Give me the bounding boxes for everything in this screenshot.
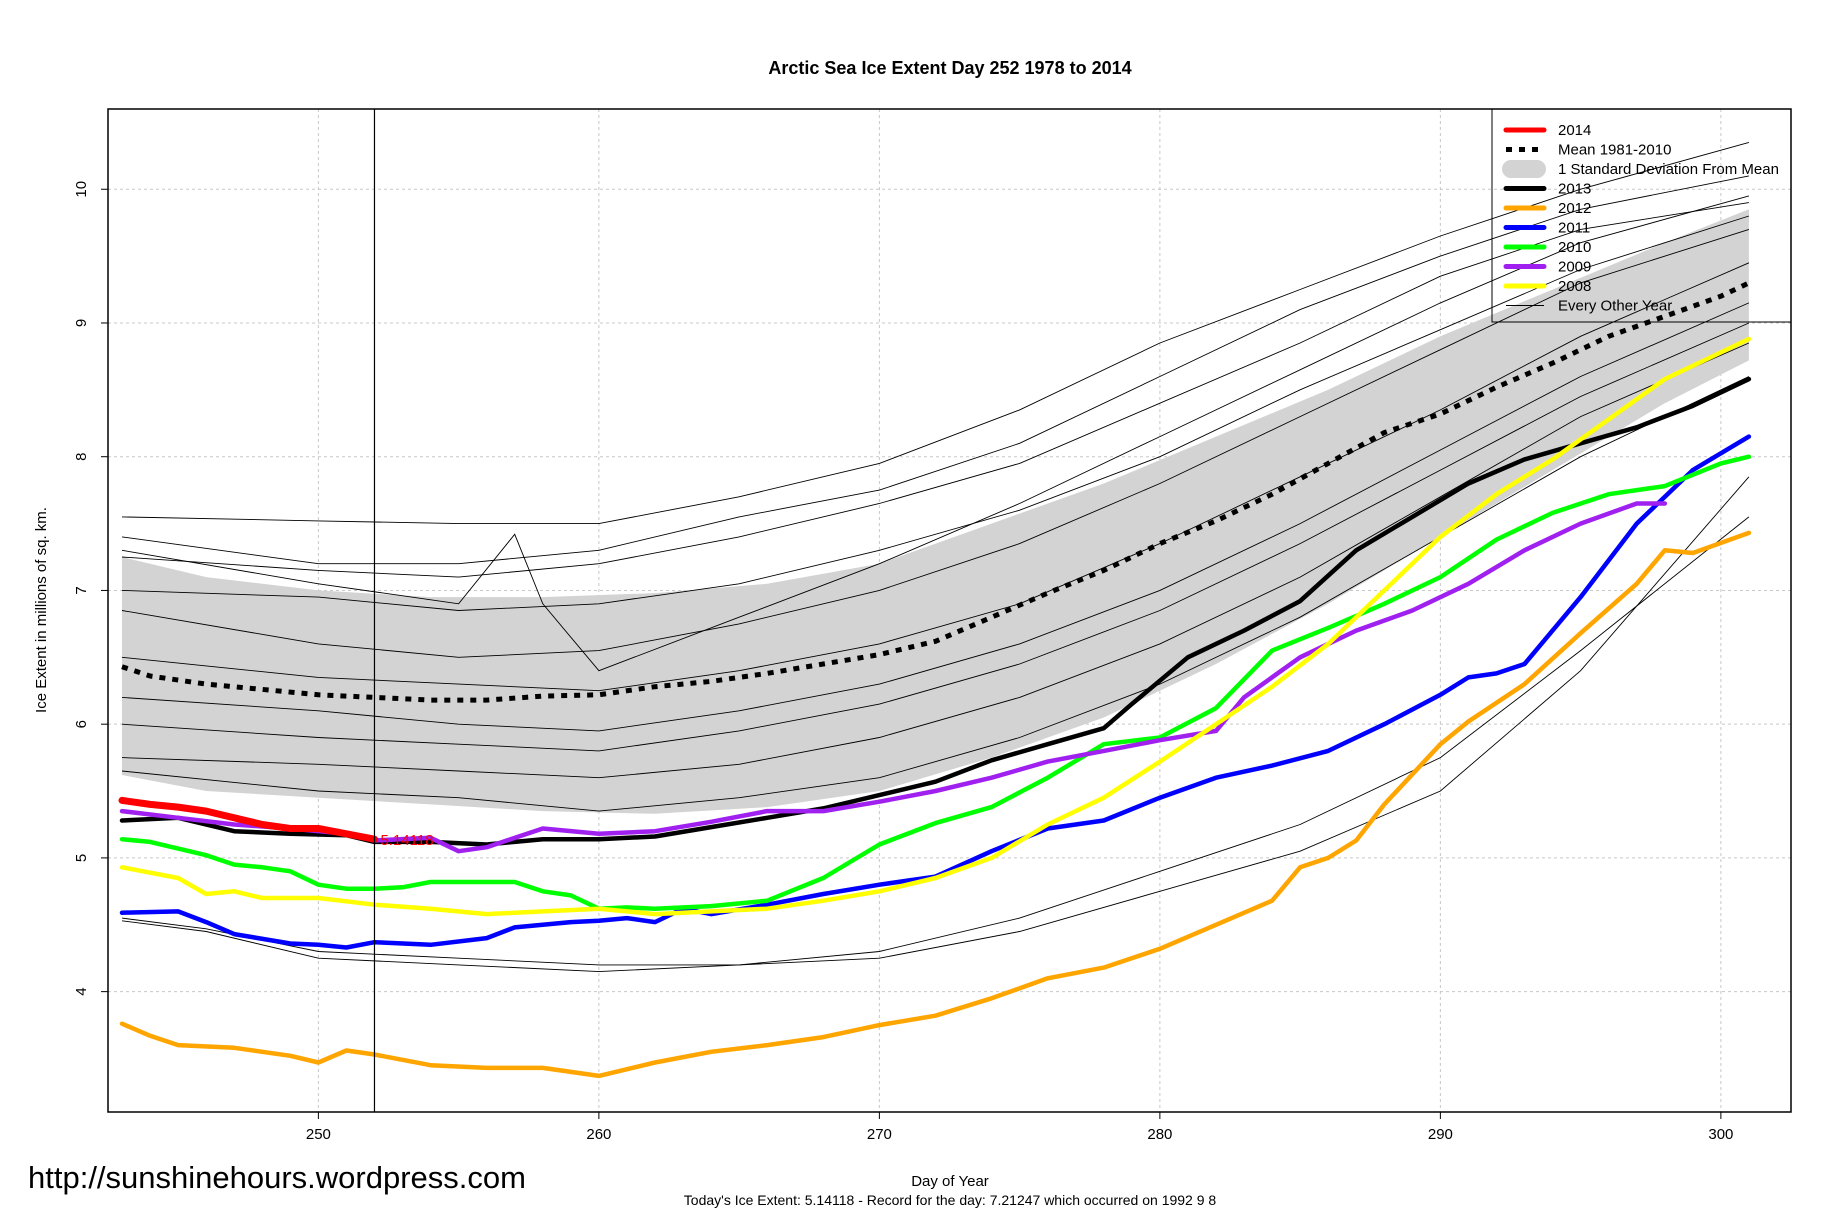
- every-other-year-line: [121, 322, 1750, 752]
- y-axis-label: Ice Extent in millions of sq. km.: [33, 507, 50, 713]
- every-other-year-line: [121, 215, 1750, 611]
- legend-item-2010-label: 2010: [1558, 239, 1591, 256]
- legend-item-1-standard-deviation-from-mean-swatch: [1502, 160, 1546, 178]
- every-other-year-line: [121, 202, 1749, 578]
- x-axis: 250 260 270 280 290 300: [306, 1112, 1733, 1143]
- every-other-year-line: [121, 342, 1750, 779]
- chart-title: Arctic Sea Ice Extent Day 252 1978 to 20…: [768, 58, 1131, 78]
- legend-item-2011-label: 2011: [1558, 220, 1590, 237]
- y-tick-label: 5: [73, 854, 90, 862]
- series-2012-line: [119, 530, 1752, 1079]
- plot-area-frame: [107, 108, 1792, 1113]
- y-tick-label: 8: [73, 453, 90, 461]
- std-dev-band: [122, 209, 1749, 814]
- series-2011-line: [119, 434, 1752, 950]
- legend-item-mean-1981-2010-label: Mean 1981-2010: [1558, 142, 1671, 159]
- website-url: http://sunshinehours.wordpress.com: [28, 1160, 526, 1195]
- every-other-year-line: [121, 376, 1750, 812]
- x-tick-label: 290: [1428, 1126, 1453, 1143]
- every-other-year-line: [121, 476, 1750, 973]
- every-other-year-line: [121, 175, 1749, 565]
- y-tick-label: 10: [73, 181, 90, 198]
- legend-item-2009-label: 2009: [1558, 259, 1591, 276]
- current-value-label: 5.14118: [380, 832, 433, 849]
- every-other-year-line: [121, 141, 1750, 525]
- legend: 2014 Mean 1981-2010 1 Standard Deviation F…: [1491, 108, 1792, 323]
- series-layer: [118, 280, 1752, 1079]
- legend-item-1-standard-deviation-from-mean-label: 1 Standard Deviation From Mean: [1558, 161, 1779, 178]
- x-tick-label: 270: [867, 1126, 892, 1143]
- y-axis: 4 5 6 7 8 9 10: [73, 181, 108, 996]
- y-tick-label: 4: [73, 987, 90, 995]
- series-2008-line: [119, 336, 1752, 917]
- every-other-year-layer: [121, 141, 1750, 973]
- series-2010-line: [119, 454, 1752, 911]
- x-axis-label: Day of Year: [911, 1173, 989, 1190]
- x-tick-label: 260: [586, 1126, 611, 1143]
- series-mean-1981-2010-line: [121, 280, 1750, 703]
- series-2014-line: [118, 796, 378, 843]
- every-other-year-line: [121, 228, 1750, 658]
- x-tick-label: 250: [306, 1126, 331, 1143]
- legend-item-2013-label: 2013: [1558, 181, 1591, 198]
- y-tick-label: 7: [73, 586, 90, 594]
- std-dev-band-layer: [122, 209, 1749, 814]
- legend-item-2014-label: 2014: [1558, 122, 1591, 139]
- y-tick-label: 6: [73, 720, 90, 728]
- every-other-year-line: [121, 302, 1750, 732]
- every-other-year-line: [121, 262, 1750, 692]
- legend-item-2012-label: 2012: [1558, 200, 1591, 217]
- legend-item-every-other-year-label: Every Other Year: [1558, 298, 1672, 315]
- y-tick-label: 9: [73, 319, 90, 327]
- every-other-year-line: [121, 195, 1750, 672]
- legend-box: [1491, 108, 1792, 323]
- x-tick-label: 280: [1147, 1126, 1172, 1143]
- footer-note: Today's Ice Extent: 5.14118 - Record for…: [684, 1192, 1217, 1208]
- x-tick-label: 300: [1708, 1126, 1733, 1143]
- every-other-year-line: [121, 516, 1750, 966]
- legend-item-2008-label: 2008: [1558, 278, 1591, 295]
